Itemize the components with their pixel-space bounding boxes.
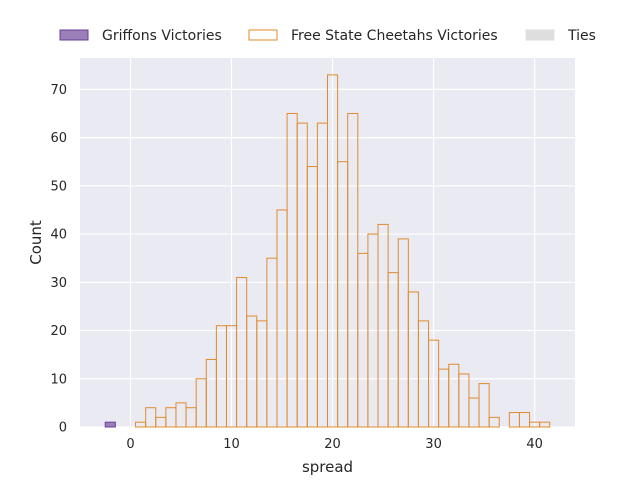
- x-tick-label: 40: [526, 437, 543, 452]
- bar: [488, 416, 500, 428]
- legend-label: Griffons Victories: [102, 28, 222, 44]
- bar: [539, 421, 551, 428]
- legend: Griffons Victories Free State Cheetahs Vi…: [59, 28, 596, 44]
- legend-swatch: [59, 29, 89, 41]
- y-tick-label: 0: [59, 421, 67, 436]
- x-tick-label: 30: [425, 437, 442, 452]
- y-axis-label: Count: [27, 220, 45, 265]
- bars: [104, 74, 551, 428]
- x-tick-label: 0: [126, 437, 134, 452]
- legend-item: Ties: [525, 28, 596, 44]
- y-tick-label: 40: [50, 228, 67, 243]
- legend-label: Ties: [567, 28, 596, 44]
- legend-item: Free State Cheetahs Victories: [248, 28, 498, 44]
- x-tick-label: 10: [223, 437, 240, 452]
- x-axis-label: spread: [302, 458, 353, 476]
- y-tick-label: 50: [50, 179, 67, 194]
- bar: [478, 383, 490, 428]
- y-tick-label: 70: [50, 83, 67, 98]
- bar: [104, 421, 116, 428]
- x-tick-label: 20: [324, 437, 341, 452]
- legend-swatch: [248, 29, 278, 41]
- x-axis-ticks: 0 10 20 30 40: [126, 437, 542, 452]
- legend-item: Griffons Victories: [59, 28, 222, 44]
- y-axis-ticks: 0 10 20 30 40 50 60 70: [50, 83, 67, 436]
- y-tick-label: 30: [50, 276, 67, 291]
- y-tick-label: 10: [50, 372, 67, 387]
- y-tick-label: 20: [50, 324, 67, 339]
- y-tick-label: 60: [50, 131, 67, 146]
- legend-label: Free State Cheetahs Victories: [291, 28, 498, 44]
- legend-swatch: [525, 29, 555, 41]
- bar: [518, 412, 531, 428]
